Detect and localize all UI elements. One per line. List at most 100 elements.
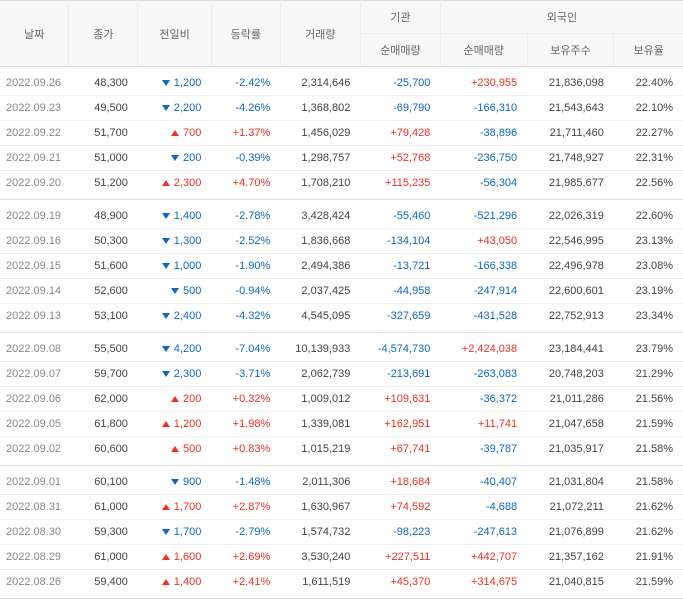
cell-for-pct: 23.13% (614, 229, 683, 254)
cell-inst-net: -44,958 (360, 279, 440, 304)
cell-change: 900 (138, 466, 211, 495)
cell-volume: 1,298,757 (280, 146, 360, 171)
arrow-up-icon (171, 446, 179, 452)
arrow-down-icon (171, 479, 179, 485)
cell-close: 50,300 (69, 229, 138, 254)
table-row: 2022.09.1452,600500-0.94%2,037,425-44,95… (0, 279, 683, 304)
cell-inst-net: +115,235 (360, 171, 440, 200)
cell-for-pct: 21.29% (614, 362, 683, 387)
cell-for-pct: 22.31% (614, 146, 683, 171)
arrow-down-icon (162, 263, 170, 269)
header-inst-net: 순매매량 (360, 34, 440, 67)
table-row: 2022.09.2051,2002,300+4.70%1,708,210+115… (0, 171, 683, 200)
cell-for-pct: 21.59% (614, 412, 683, 437)
cell-volume: 4,545,095 (280, 304, 360, 333)
cell-for-hold: 21,985,677 (527, 171, 614, 200)
cell-change: 1,200 (138, 412, 211, 437)
cell-for-hold: 21,035,917 (527, 437, 614, 466)
cell-volume: 1,611,519 (280, 570, 360, 599)
cell-inst-net: -98,223 (360, 520, 440, 545)
cell-close: 48,900 (69, 200, 138, 229)
cell-date: 2022.09.13 (0, 304, 69, 333)
cell-close: 51,600 (69, 254, 138, 279)
cell-change: 700 (138, 121, 211, 146)
cell-volume: 1,708,210 (280, 171, 360, 200)
arrow-up-icon (171, 396, 179, 402)
cell-volume: 1,009,012 (280, 387, 360, 412)
header-for-net: 순매매량 (440, 34, 527, 67)
cell-for-net: -36,372 (440, 387, 527, 412)
cell-date: 2022.09.05 (0, 412, 69, 437)
cell-for-hold: 22,600,601 (527, 279, 614, 304)
cell-for-net: -40,407 (440, 466, 527, 495)
arrow-down-icon (162, 529, 170, 535)
cell-for-hold: 21,543,643 (527, 96, 614, 121)
table-header: 날짜 종가 전일비 등락률 거래량 기관 외국인 순매매량 순매매량 보유주수 … (0, 1, 683, 67)
cell-for-hold: 21,031,804 (527, 466, 614, 495)
cell-volume: 1,574,732 (280, 520, 360, 545)
cell-close: 61,000 (69, 495, 138, 520)
cell-close: 61,000 (69, 545, 138, 570)
cell-for-net: +2,424,038 (440, 333, 527, 362)
cell-inst-net: -25,700 (360, 67, 440, 96)
header-foreign: 외국인 (440, 1, 683, 34)
cell-pct: -0.39% (211, 146, 280, 171)
cell-for-pct: 23.79% (614, 333, 683, 362)
cell-close: 51,000 (69, 146, 138, 171)
cell-pct: +1.98% (211, 412, 280, 437)
header-date: 날짜 (0, 1, 69, 67)
cell-change: 500 (138, 437, 211, 466)
cell-inst-net: -134,104 (360, 229, 440, 254)
arrow-down-icon (162, 105, 170, 111)
cell-close: 51,700 (69, 121, 138, 146)
cell-close: 48,300 (69, 67, 138, 96)
cell-volume: 1,836,668 (280, 229, 360, 254)
cell-for-net: -247,914 (440, 279, 527, 304)
cell-for-pct: 21.91% (614, 545, 683, 570)
cell-for-net: -521,296 (440, 200, 527, 229)
cell-close: 49,500 (69, 96, 138, 121)
cell-volume: 1,015,219 (280, 437, 360, 466)
cell-for-pct: 22.56% (614, 171, 683, 200)
cell-close: 59,300 (69, 520, 138, 545)
cell-pct: -7.04% (211, 333, 280, 362)
cell-close: 52,600 (69, 279, 138, 304)
cell-for-pct: 21.58% (614, 466, 683, 495)
header-volume: 거래량 (280, 1, 360, 67)
cell-date: 2022.09.06 (0, 387, 69, 412)
header-pct: 등락률 (211, 1, 280, 67)
table-row: 2022.09.1353,1002,400-4.32%4,545,095-327… (0, 304, 683, 333)
cell-pct: +0.32% (211, 387, 280, 412)
cell-date: 2022.09.02 (0, 437, 69, 466)
cell-change: 2,300 (138, 171, 211, 200)
arrow-down-icon (162, 313, 170, 319)
cell-for-pct: 21.62% (614, 495, 683, 520)
table-row: 2022.09.2151,000200-0.39%1,298,757+52,76… (0, 146, 683, 171)
cell-close: 62,000 (69, 387, 138, 412)
cell-inst-net: -213,691 (360, 362, 440, 387)
cell-date: 2022.09.16 (0, 229, 69, 254)
cell-for-net: +314,675 (440, 570, 527, 599)
cell-inst-net: -327,659 (360, 304, 440, 333)
stock-history-table: 날짜 종가 전일비 등락률 거래량 기관 외국인 순매매량 순매매량 보유주수 … (0, 0, 683, 599)
cell-close: 59,700 (69, 362, 138, 387)
cell-date: 2022.09.26 (0, 67, 69, 96)
cell-inst-net: +79,428 (360, 121, 440, 146)
table-row: 2022.08.2961,0001,600+2.69%3,530,240+227… (0, 545, 683, 570)
cell-volume: 2,062,739 (280, 362, 360, 387)
cell-for-net: -166,338 (440, 254, 527, 279)
cell-change: 2,200 (138, 96, 211, 121)
table-body: 2022.09.2648,3001,200-2.42%2,314,646-25,… (0, 67, 683, 599)
header-for-hold: 보유주수 (527, 34, 614, 67)
cell-for-net: -39,787 (440, 437, 527, 466)
table-row: 2022.09.2349,5002,200-4.26%1,368,802-69,… (0, 96, 683, 121)
cell-for-net: +43,050 (440, 229, 527, 254)
cell-pct: -2.52% (211, 229, 280, 254)
table-row: 2022.08.3161,0001,700+2.87%1,630,967+74,… (0, 495, 683, 520)
cell-pct: -4.26% (211, 96, 280, 121)
cell-for-pct: 21.58% (614, 437, 683, 466)
cell-for-pct: 22.10% (614, 96, 683, 121)
cell-pct: +2.69% (211, 545, 280, 570)
cell-pct: +0.83% (211, 437, 280, 466)
cell-pct: +2.41% (211, 570, 280, 599)
